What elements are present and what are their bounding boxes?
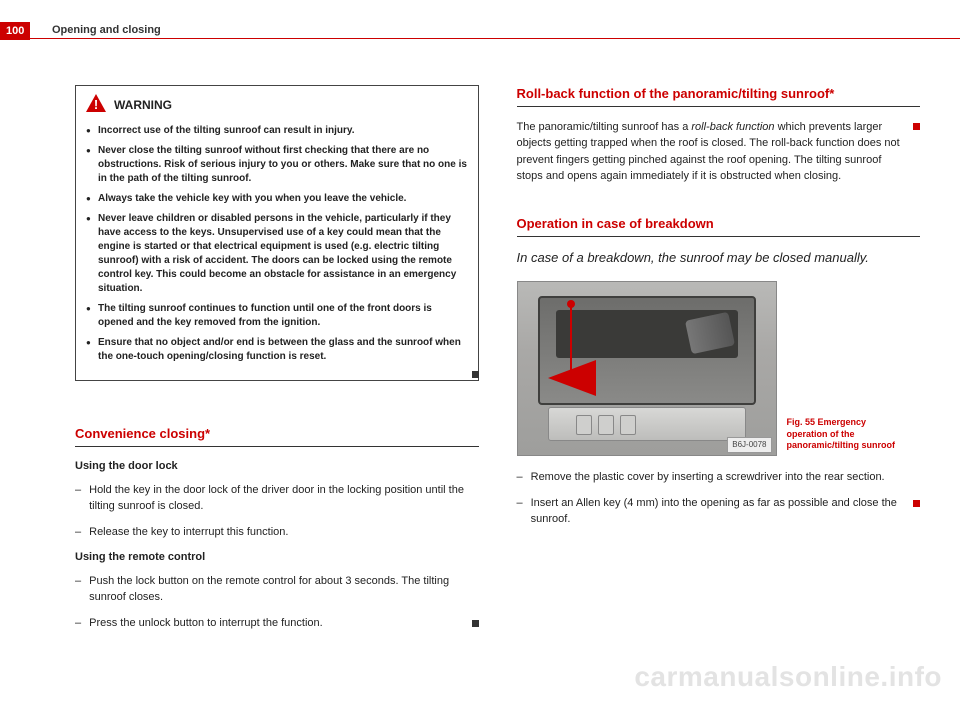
dash-icon: – — [75, 483, 81, 515]
header-rule — [0, 38, 960, 39]
dash-icon: – — [75, 574, 81, 606]
warning-item: Never close the tilting sunroof without … — [86, 144, 468, 186]
section-title-rollback: Roll-back function of the panoramic/tilt… — [517, 85, 921, 104]
chapter-title: Opening and closing — [52, 24, 161, 36]
step-text: Remove the plastic cover by inserting a … — [531, 470, 885, 486]
figure-caption: Fig. 55 Emergency operation of the panor… — [787, 417, 897, 456]
dash-icon: – — [517, 496, 523, 528]
step: – Push the lock button on the remote con… — [75, 574, 479, 606]
dash-icon: – — [75, 525, 81, 541]
subhead-door-lock: Using the door lock — [75, 459, 479, 475]
section-end-marker — [913, 500, 920, 507]
step-text: Release the key to interrupt this functi… — [89, 525, 288, 541]
section-title-convenience: Convenience closing* — [75, 425, 479, 444]
step-text: Insert an Allen key (4 mm) into the open… — [531, 496, 907, 528]
text-italic: roll-back function — [691, 121, 774, 133]
warning-item: The tilting sunroof continues to functio… — [86, 302, 468, 330]
figure-block: B6J-0078 Fig. 55 Emergency operation of … — [517, 281, 921, 456]
text: The panoramic/tilting sunroof has a — [517, 121, 692, 133]
warning-item: Incorrect use of the tilting sunroof can… — [86, 124, 468, 138]
step: – Insert an Allen key (4 mm) into the op… — [517, 496, 908, 528]
section-title-breakdown: Operation in case of breakdown — [517, 215, 921, 234]
dash-icon: – — [517, 470, 523, 486]
step: – Release the key to interrupt this func… — [75, 525, 479, 541]
section-rule — [517, 106, 921, 107]
section-end-marker — [472, 371, 479, 378]
warning-title: WARNING — [114, 97, 172, 114]
dash-icon: – — [75, 616, 81, 632]
section-rule — [75, 446, 479, 447]
step-text: Press the unlock button to interrupt the… — [89, 616, 323, 632]
step: – Press the unlock button to interrupt t… — [75, 616, 466, 632]
right-column: Roll-back function of the panoramic/tilt… — [517, 85, 921, 632]
step: – Hold the key in the door lock of the d… — [75, 483, 479, 515]
warning-item: Ensure that no object and/or end is betw… — [86, 336, 468, 364]
warning-item: Always take the vehicle key with you whe… — [86, 192, 468, 206]
step-text: Push the lock button on the remote contr… — [89, 574, 478, 606]
rollback-body: The panoramic/tilting sunroof has a roll… — [517, 119, 908, 185]
figure-image: B6J-0078 — [517, 281, 777, 456]
left-column: ! WARNING Incorrect use of the tilting s… — [75, 85, 479, 632]
svg-text:!: ! — [94, 97, 98, 112]
subhead-remote: Using the remote control — [75, 550, 479, 566]
section-rule — [517, 236, 921, 237]
step: – Remove the plastic cover by inserting … — [517, 470, 921, 486]
warning-item: Never leave children or disabled persons… — [86, 212, 468, 296]
section-end-marker — [913, 123, 920, 130]
warning-icon: ! — [86, 94, 106, 118]
figure-code: B6J-0078 — [727, 437, 771, 453]
step-text: Hold the key in the door lock of the dri… — [89, 483, 478, 515]
section-end-marker — [472, 620, 479, 627]
warning-box: ! WARNING Incorrect use of the tilting s… — [75, 85, 479, 381]
watermark: carmanualsonline.info — [634, 661, 942, 693]
breakdown-intro: In case of a breakdown, the sunroof may … — [517, 249, 921, 267]
